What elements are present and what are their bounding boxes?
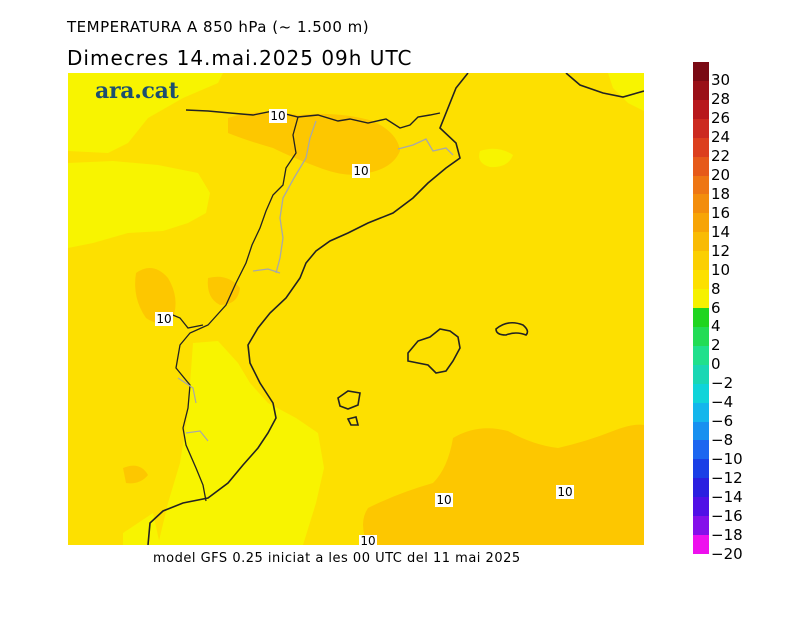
- colorbar-label: −10: [711, 449, 743, 468]
- cool-area-north-west: [68, 73, 223, 153]
- colorbar-segment: [693, 251, 709, 271]
- svg-text:10: 10: [156, 312, 171, 326]
- island-menorca: [495, 321, 529, 336]
- colorbar-segment: [693, 137, 709, 158]
- colorbar-label: 22: [711, 147, 731, 166]
- contour-label: 10: [269, 109, 287, 123]
- colorbar-label: 18: [711, 185, 731, 203]
- colorbar-segment: [693, 194, 709, 214]
- coastline: [147, 73, 644, 545]
- colorbar-segment: [693, 364, 709, 385]
- colorbar-label: 20: [711, 166, 731, 185]
- island-ibiza: [337, 390, 361, 410]
- colorbar-segment: [693, 345, 709, 366]
- svg-text:10: 10: [360, 534, 375, 545]
- colorbar-label: 12: [711, 241, 731, 260]
- colorbar-label: 28: [711, 90, 731, 109]
- border-catalonia: [252, 120, 454, 274]
- colorbar-label: 8: [711, 279, 721, 298]
- cool-area-east-spot: [479, 148, 513, 168]
- colorbar-segment: [693, 535, 709, 555]
- colorbar-label: −20: [711, 544, 743, 563]
- model-info: model GFS 0.25 iniciat a les 00 UTC del …: [153, 551, 521, 566]
- warm-area-west-1: [135, 268, 176, 323]
- colorbar-segment: [693, 270, 709, 290]
- colorbar-label: 24: [711, 128, 731, 147]
- colorbar-label: 0: [711, 355, 721, 374]
- colorbar-segment: [693, 99, 709, 120]
- colorbar-label: −18: [711, 525, 743, 544]
- colorbar-segment: [693, 459, 709, 479]
- island-formentera: [346, 416, 360, 426]
- colorbar-label: 14: [711, 222, 731, 241]
- colorbar-label: −2: [711, 374, 734, 393]
- colorbar-segment: [693, 478, 709, 498]
- colorbar-segment: [693, 232, 709, 252]
- cool-area-north-east-corner: [608, 73, 644, 111]
- contour-label: 10: [556, 485, 574, 499]
- contour-label: 10: [435, 493, 453, 507]
- colorbar-segment: [693, 440, 709, 460]
- colorbar-segment: [693, 213, 709, 233]
- colorbar-segment: [693, 308, 709, 328]
- contour-label: 10: [155, 312, 173, 326]
- colorbar-segment: [693, 326, 709, 347]
- colorbar: [693, 62, 709, 555]
- warm-area-pyrenees: [228, 112, 400, 175]
- colorbar-segment: [693, 383, 709, 404]
- colorbar-label: 4: [711, 317, 721, 336]
- colorbar-segment: [693, 516, 709, 536]
- colorbar-label: −12: [711, 468, 743, 487]
- colorbar-segment: [693, 156, 709, 177]
- colorbar-label: 6: [711, 298, 721, 317]
- colorbar-segment: [693, 62, 709, 82]
- svg-text:10: 10: [436, 493, 451, 507]
- svg-text:10: 10: [353, 164, 368, 178]
- colorbar-label: −6: [711, 412, 734, 431]
- cool-area-bottom-left: [123, 513, 160, 545]
- colorbar-label: 16: [711, 203, 731, 222]
- colorbar-label: 2: [711, 336, 721, 355]
- contour-label: 10: [352, 164, 370, 178]
- colorbar-labels: 30 28 26 24 22 20 18 16 14 12 10 8 6 4 2 0 −2 −4 −6 −8 −10 −1…: [711, 62, 791, 562]
- temperature-map: 10 10 10 10 10 10: [68, 73, 644, 545]
- cool-area-coastal-strip: [158, 341, 324, 545]
- colorbar-segment: [693, 497, 709, 517]
- border-inland-south: [177, 377, 209, 442]
- border-aragon: [175, 116, 299, 502]
- colorbar-label: −14: [711, 487, 743, 506]
- svg-text:10: 10: [270, 109, 285, 123]
- colorbar-segment: [693, 118, 709, 139]
- colorbar-label: 10: [711, 260, 731, 279]
- colorbar-label: −16: [711, 506, 743, 525]
- colorbar-segment: [693, 402, 709, 423]
- warm-area-south-west-spot: [123, 465, 148, 484]
- colorbar-label: 30: [711, 71, 731, 90]
- contour-label: 10: [359, 534, 377, 545]
- colorbar-label: −8: [711, 431, 734, 449]
- cool-area-west-band: [68, 161, 210, 248]
- colorbar-segment: [693, 421, 709, 441]
- warm-area-south-east: [363, 424, 644, 545]
- colorbar-segment: [693, 80, 709, 101]
- colorbar-label: −4: [711, 393, 734, 412]
- border-france-spain: [185, 109, 441, 129]
- svg-text:10: 10: [557, 485, 572, 499]
- colorbar-label: 26: [711, 109, 731, 128]
- colorbar-segment: [693, 289, 709, 309]
- map-subtitle: Dimecres 14.mai.2025 09h UTC: [67, 46, 413, 70]
- island-mallorca: [407, 328, 461, 374]
- warm-area-west-2: [207, 276, 240, 305]
- ara-cat-logo: ara.cat: [95, 78, 179, 104]
- map-title: TEMPERATURA A 850 hPa (~ 1.500 m): [67, 18, 370, 36]
- colorbar-segment: [693, 175, 709, 195]
